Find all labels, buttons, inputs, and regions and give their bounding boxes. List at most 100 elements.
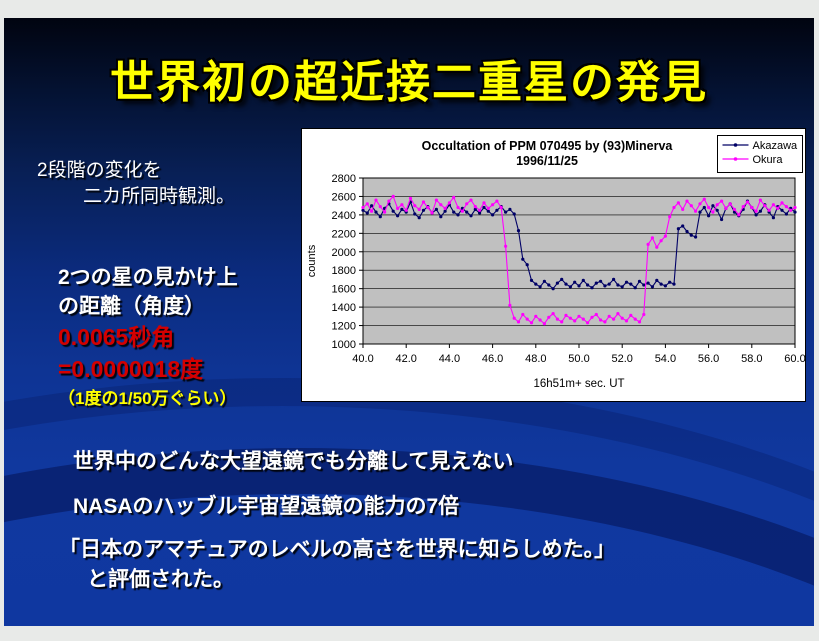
data-point	[754, 209, 758, 213]
data-point	[404, 208, 408, 212]
data-point	[724, 206, 728, 210]
y-tick-label: 2000	[332, 247, 356, 259]
data-point	[659, 239, 663, 243]
data-point	[482, 201, 486, 205]
data-point	[655, 245, 659, 249]
data-point	[396, 206, 400, 210]
data-point	[491, 213, 495, 217]
separation-heading-line-2: の距離（角度）	[58, 295, 205, 318]
data-point	[469, 198, 473, 202]
data-point	[594, 312, 598, 317]
data-point	[590, 315, 594, 319]
data-point	[391, 209, 395, 213]
data-point	[581, 278, 585, 282]
data-point	[784, 212, 788, 216]
data-point	[672, 282, 676, 286]
data-point	[581, 317, 585, 321]
data-point	[370, 209, 374, 213]
data-point	[720, 199, 724, 203]
data-point	[732, 207, 737, 211]
data-point	[741, 205, 745, 209]
data-point	[793, 210, 797, 214]
data-point	[447, 201, 451, 205]
data-point	[486, 209, 490, 213]
data-point	[685, 229, 689, 234]
data-point	[685, 199, 689, 203]
data-point	[707, 214, 711, 218]
data-point	[642, 312, 646, 317]
data-point	[365, 211, 369, 215]
data-point	[465, 210, 469, 214]
data-point	[603, 284, 607, 288]
data-point	[387, 199, 391, 203]
data-point	[763, 204, 767, 208]
occultation-chart: 1000 1200 1400 1600 1800 2000 2200 2400 2600 2800…	[301, 128, 806, 402]
data-point	[396, 214, 400, 218]
data-point	[655, 278, 659, 282]
chart-subtitle: 1996/11/25	[516, 154, 578, 168]
x-tick-label: 56.0	[698, 353, 719, 365]
data-point	[784, 205, 788, 209]
data-point	[495, 208, 499, 212]
data-point	[577, 314, 581, 318]
slide: 世界初の超近接二重星の発見 2段階の変化を 二カ所同時観測。 1000 1200 1…	[4, 18, 814, 626]
data-point	[478, 208, 482, 212]
data-point	[707, 205, 711, 210]
data-point	[555, 317, 559, 321]
data-point	[629, 282, 633, 286]
data-point	[599, 279, 603, 283]
data-point	[750, 205, 754, 210]
conclusion-line-2: NASAのハッブル宇宙望遠鏡の能力の7倍	[73, 495, 460, 518]
separation-block: 2つの星の見かけ上 の距離（角度） 0.0065秒角 =0.0000018度 （…	[58, 263, 238, 412]
conclusion-line-1: 世界中のどんな大望遠鏡でも分離して見えない	[73, 450, 514, 473]
data-point	[745, 200, 750, 204]
y-axis-label: counts	[306, 244, 318, 277]
y-tick-label: 1600	[332, 284, 356, 296]
separation-arcsec-value: 0.0065秒角	[58, 324, 175, 350]
data-point	[421, 200, 426, 204]
data-point	[650, 285, 654, 289]
data-point	[495, 199, 499, 203]
data-point	[564, 282, 568, 286]
separation-degree-value: =0.0000018度	[58, 356, 204, 382]
data-point	[430, 211, 434, 215]
data-point	[361, 208, 365, 212]
data-point	[465, 202, 469, 206]
observation-note: 2段階の変化を 二カ所同時観測。	[37, 158, 235, 210]
note-line-1: 2段階の変化を	[37, 160, 162, 181]
data-point	[789, 208, 793, 212]
x-tick-label: 60.0	[784, 353, 805, 365]
data-point	[452, 195, 456, 199]
data-point	[542, 322, 546, 326]
data-point	[413, 212, 417, 216]
data-point	[616, 312, 620, 316]
data-point	[715, 208, 719, 212]
legend-marker	[733, 157, 738, 161]
data-point	[637, 279, 642, 283]
data-point	[551, 287, 555, 291]
data-point	[439, 215, 443, 219]
data-point	[616, 283, 620, 287]
y-tick-label: 2200	[332, 228, 356, 240]
data-point	[508, 303, 512, 307]
data-point	[637, 320, 642, 324]
data-point	[771, 203, 775, 207]
note-line-2: 二カ所同時観測。	[83, 186, 236, 207]
occultation-chart-svg: 1000 1200 1400 1600 1800 2000 2200 2400 2600 2800…	[306, 135, 805, 390]
data-point	[642, 283, 646, 287]
data-point	[633, 286, 637, 290]
data-point	[573, 319, 577, 323]
data-point	[603, 320, 607, 324]
data-point	[378, 215, 382, 219]
data-point	[681, 207, 685, 211]
data-point	[408, 196, 413, 200]
data-point	[780, 208, 784, 212]
data-point	[512, 316, 516, 320]
data-point	[378, 205, 382, 209]
data-point	[767, 208, 771, 212]
x-tick-label: 58.0	[741, 353, 762, 365]
data-point	[711, 204, 715, 208]
data-point	[771, 216, 775, 220]
data-point	[689, 204, 693, 208]
data-point	[594, 281, 598, 285]
